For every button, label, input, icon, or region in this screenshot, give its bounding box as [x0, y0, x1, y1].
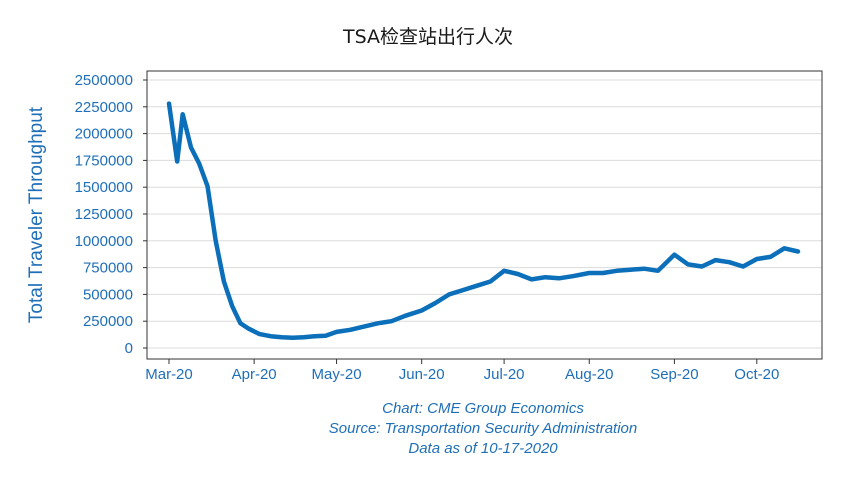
x-tick-label: Jul-20: [484, 366, 525, 383]
y-tick-label: 2250000: [75, 99, 133, 116]
y-tick-label: 750000: [83, 260, 133, 277]
x-tick-label: May-20: [312, 366, 362, 383]
x-tick-label: Mar-20: [145, 366, 193, 383]
x-axis: Mar-20 Apr-20 May-20 Jun-20 Jul-20 Aug-20 Sep-…: [145, 359, 779, 383]
chart-credit: Chart: CME Group Economics: [382, 400, 584, 417]
x-tick-label: Apr-20: [232, 366, 277, 383]
x-tick-label: Jun-20: [399, 366, 445, 383]
y-tick-label: 1750000: [75, 152, 133, 169]
x-tick-label: Sep-20: [650, 366, 698, 383]
chart-title: TSA检查站出行人次: [342, 26, 514, 48]
y-tick-label: 1500000: [75, 179, 133, 196]
y-tick-label: 1000000: [75, 233, 133, 250]
y-tick-label: 1250000: [75, 206, 133, 223]
y-tick-label: 500000: [83, 286, 133, 303]
series-line: [166, 101, 801, 341]
y-tick-label: 2500000: [75, 72, 133, 89]
x-tick-label: Oct-20: [734, 366, 779, 383]
data-date: Data as of 10-17-2020: [408, 440, 558, 457]
plot-frame: [146, 70, 823, 360]
y-axis: 0 250000 500000 750000 1000000 1250000 1500000…: [75, 72, 147, 357]
y-tick-label: 250000: [83, 313, 133, 330]
x-tick-label: Aug-20: [565, 366, 613, 383]
y-axis-label: Total Traveler Throughput: [26, 106, 47, 323]
y-tick-label: 2000000: [75, 126, 133, 143]
y-tick-label: 0: [125, 340, 133, 357]
gridlines: [147, 79, 822, 349]
data-source: Source: Transportation Security Administ…: [328, 420, 638, 437]
